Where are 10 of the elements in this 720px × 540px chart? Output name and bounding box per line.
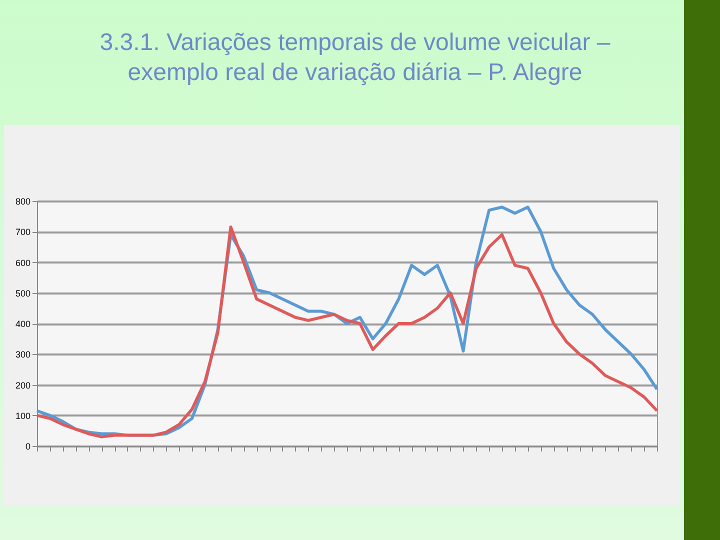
chart-title: 3.3.1. Variações temporais de volume veicular – exemplo real de variação diária – P. Alegre: [98, 28, 612, 88]
y-tick-label: 0: [25, 442, 30, 452]
y-tick-label: 700: [15, 227, 30, 238]
y-tick-label: 300: [15, 350, 30, 360]
y-tick-label: 600: [15, 258, 30, 268]
y-tick-label: 400: [15, 319, 30, 329]
y-tick-label: 800: [15, 196, 30, 206]
y-tick-label: 100: [15, 410, 30, 421]
y-tick-label: 500: [15, 288, 30, 298]
y-tick-label: 200: [15, 380, 30, 390]
